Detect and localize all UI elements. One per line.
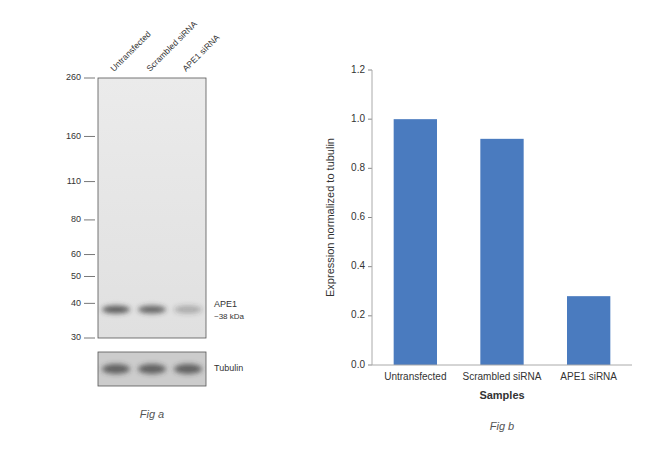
y-tick bbox=[368, 315, 372, 316]
y-tick bbox=[368, 70, 372, 71]
y-tick bbox=[368, 217, 372, 218]
y-tick-label: 0.8 bbox=[351, 162, 365, 173]
mw-label: 80 bbox=[71, 214, 81, 224]
band bbox=[102, 306, 130, 314]
x-tick-label: Untransfected bbox=[384, 371, 446, 382]
y-tick-label: 0.0 bbox=[351, 359, 365, 370]
mw-tick bbox=[84, 181, 95, 182]
mw-tick bbox=[84, 136, 95, 137]
mw-tick bbox=[84, 78, 95, 79]
mw-label: 40 bbox=[71, 298, 81, 308]
gel bbox=[98, 78, 206, 338]
mw-tick bbox=[84, 338, 95, 339]
y-tick-label: 1.2 bbox=[351, 64, 365, 75]
mw-label: 260 bbox=[66, 72, 81, 82]
x-axis-line bbox=[372, 365, 632, 366]
y-tick bbox=[368, 119, 372, 120]
y-tick-label: 0.2 bbox=[351, 309, 365, 320]
bars bbox=[394, 119, 611, 365]
mw-label: 30 bbox=[71, 332, 81, 342]
panel-caption: Fig a bbox=[140, 408, 164, 420]
y-tick bbox=[368, 365, 372, 366]
blot-panel: 2601601108060504030UntransfectedScramble… bbox=[66, 19, 245, 420]
y-tick bbox=[368, 168, 372, 169]
sample-label: APE1 siRNA bbox=[180, 32, 221, 73]
chart-root: 0.0 0.2 0.4 0.6 0.8 1.0 1.2 Untransfected Scramb… bbox=[0, 0, 650, 453]
x-axis-label: Samples bbox=[479, 389, 524, 401]
mw-label: 60 bbox=[71, 249, 81, 259]
loading-band bbox=[138, 364, 166, 374]
bar bbox=[567, 296, 610, 365]
annotation: Tubulin bbox=[214, 363, 243, 373]
bar bbox=[394, 119, 437, 365]
bar bbox=[480, 139, 523, 365]
y-tick-label: 1.0 bbox=[351, 113, 365, 124]
y-axis-line bbox=[372, 70, 373, 365]
band bbox=[174, 306, 202, 314]
mw-tick bbox=[84, 276, 95, 277]
loading-band bbox=[102, 364, 130, 374]
x-tick-label: Scrambled siRNA bbox=[463, 371, 542, 382]
y-axis-label: Expression normalized to tubulin bbox=[324, 138, 336, 297]
band bbox=[138, 306, 166, 314]
loading-control-strip bbox=[98, 352, 206, 386]
y-tick-label: 0.6 bbox=[351, 211, 365, 222]
annotation: ~38 kDa bbox=[214, 312, 245, 321]
x-tick-label: APE1 siRNA bbox=[560, 371, 617, 382]
mw-label: 160 bbox=[66, 131, 81, 141]
mw-tick bbox=[84, 219, 95, 220]
loading-band bbox=[174, 364, 202, 374]
bands bbox=[102, 306, 202, 374]
mw-label: 50 bbox=[71, 271, 81, 281]
y-tick bbox=[368, 266, 372, 267]
bar-panel: 0.0 0.2 0.4 0.6 0.8 1.0 1.2 Untransfected Scramb… bbox=[324, 64, 632, 432]
panel-caption: Fig b bbox=[490, 420, 514, 432]
mw-label: 110 bbox=[67, 176, 81, 186]
chart-svg: 0.0 0.2 0.4 0.6 0.8 1.0 1.2 Untransfected Scramb… bbox=[0, 0, 650, 453]
annotation: APE1 bbox=[214, 299, 237, 309]
mw-tick bbox=[84, 303, 95, 304]
y-tick-label: 0.4 bbox=[351, 260, 365, 271]
mw-tick bbox=[84, 254, 95, 255]
